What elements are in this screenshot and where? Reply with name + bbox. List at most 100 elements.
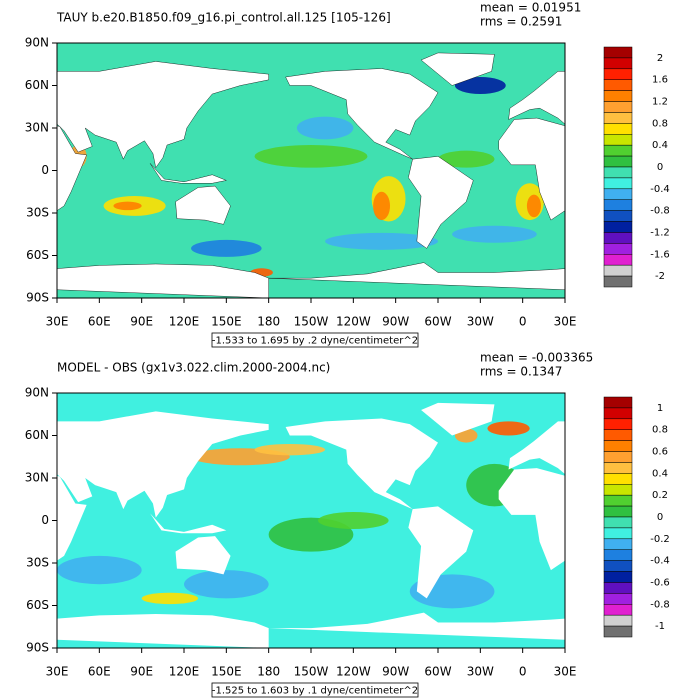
y-tick-label: 90N	[25, 386, 49, 400]
range-note: -1.533 to 1.695 by .2 dyne/centimeter^2	[212, 336, 418, 347]
x-tick-label: 90E	[130, 665, 153, 679]
land	[498, 468, 565, 571]
land	[268, 262, 565, 290]
land	[508, 71, 565, 125]
land	[408, 506, 474, 599]
y-tick-label: 30N	[25, 121, 49, 135]
land	[57, 61, 269, 169]
field-patch	[487, 421, 530, 436]
colorbar-box	[603, 155, 633, 168]
colorbar-label: -2	[655, 271, 665, 282]
colorbar-label: 0.8	[652, 118, 668, 129]
colorbar-box	[603, 549, 633, 561]
colorbar-label: 0.4	[652, 140, 668, 151]
colorbar-box	[603, 177, 633, 190]
colorbar-label: -1.2	[650, 227, 670, 238]
field-patch	[0, 464, 15, 507]
colorbar-box	[603, 451, 633, 463]
colorbar-box	[603, 527, 633, 540]
colorbar-label: -1.6	[650, 249, 670, 260]
colorbar-box	[603, 112, 633, 124]
y-tick-label: 60N	[25, 78, 49, 92]
colorbar-box	[603, 57, 633, 70]
field-patch	[0, 421, 22, 435]
field-patch	[325, 232, 438, 250]
field-patch	[113, 201, 142, 211]
colorbar-box	[603, 505, 633, 518]
colorbar-label: 0.2	[652, 490, 668, 501]
colorbar-box	[603, 473, 633, 485]
land	[420, 52, 495, 86]
range-note: -1.525 to 1.603 by .1 dyne/centimeter^2	[212, 686, 418, 697]
land	[57, 475, 87, 561]
field-patch	[0, 226, 29, 243]
colorbar-box	[603, 90, 633, 102]
y-tick-label: 90S	[26, 641, 49, 655]
rms-stat: rms = 0.2591	[480, 15, 562, 29]
x-tick-label: 30E	[46, 315, 69, 329]
field-patch	[191, 239, 262, 257]
map-panel: MODEL - OBS (gx1v3.022.clim.2000-2004.nc…	[0, 351, 700, 698]
colorbar-box	[603, 429, 633, 441]
colorbar-box	[603, 604, 633, 616]
field-patch	[454, 77, 506, 94]
rms-stat: rms = 0.1347	[480, 365, 562, 379]
colorbar-box	[603, 407, 633, 420]
field-patch	[57, 555, 142, 585]
field-patch	[296, 116, 354, 140]
field-patch	[692, 570, 700, 598]
field-patch	[373, 191, 391, 221]
x-tick-label: 150W	[294, 315, 329, 329]
land	[684, 536, 700, 574]
x-tick-label: 120W	[336, 315, 371, 329]
x-tick-label: 180	[257, 315, 280, 329]
y-tick-label: 0	[41, 163, 49, 177]
x-tick-label: 90W	[382, 665, 409, 679]
panel-title: MODEL - OBS (gx1v3.022.clim.2000-2004.nc…	[57, 361, 330, 375]
colorbar-box	[603, 593, 633, 605]
x-tick-label: 60E	[88, 315, 111, 329]
colorbar-label: -0.8	[650, 599, 670, 610]
land	[150, 513, 227, 534]
land	[658, 513, 700, 533]
field-patch	[184, 570, 269, 599]
colorbar-label: 1.6	[652, 75, 668, 86]
land	[57, 614, 269, 648]
field-patch	[254, 444, 326, 456]
colorbar-box	[603, 614, 633, 627]
x-tick-label: 0	[519, 665, 527, 679]
x-tick-label: 150E	[211, 665, 242, 679]
colorbar-box	[603, 101, 633, 113]
x-tick-label: 60W	[424, 315, 451, 329]
y-tick-label: 60N	[25, 428, 49, 442]
colorbar-label: 0	[657, 512, 663, 523]
x-tick-label: 30W	[467, 315, 494, 329]
x-tick-label: 30E	[554, 315, 577, 329]
y-tick-label: 60S	[26, 248, 49, 262]
colorbar-label: 0	[657, 162, 663, 173]
x-tick-label: 30E	[554, 665, 577, 679]
x-tick-label: 120W	[336, 665, 371, 679]
land	[57, 263, 269, 298]
land	[268, 612, 565, 640]
colorbar-box	[603, 560, 633, 572]
x-tick-label: 120E	[169, 665, 200, 679]
y-tick-label: 30N	[25, 471, 49, 485]
colorbar-label: 0.6	[652, 447, 668, 458]
land	[508, 421, 565, 475]
colorbar-box	[603, 68, 633, 80]
x-tick-label: 150W	[294, 665, 329, 679]
colorbar-box	[603, 516, 633, 529]
mean-stat: mean = 0.01951	[480, 1, 581, 15]
land	[658, 163, 700, 183]
colorbar-label: -1	[655, 621, 665, 632]
colorbar-box	[603, 396, 633, 409]
y-tick-label: 60S	[26, 598, 49, 612]
x-tick-label: 90W	[382, 315, 409, 329]
field-patch	[438, 150, 495, 168]
land	[684, 186, 700, 224]
y-tick-label: 0	[41, 513, 49, 527]
field-patch	[526, 194, 542, 218]
x-tick-label: 60E	[88, 665, 111, 679]
